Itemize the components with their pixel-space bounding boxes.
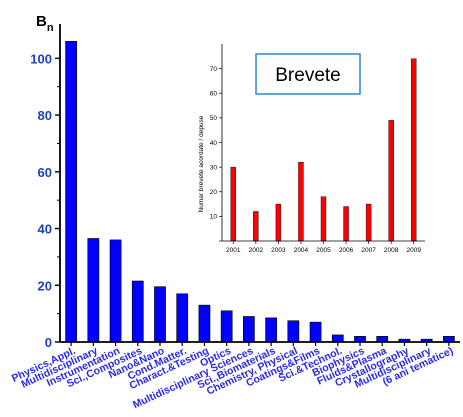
main-y-tick-label: 80 <box>38 108 52 123</box>
main-bar <box>131 280 144 343</box>
inset-x-tick-label: 2004 <box>294 247 309 254</box>
main-bar <box>198 304 211 343</box>
main-bar <box>220 310 233 343</box>
main-y-tick-label: 60 <box>38 165 52 180</box>
main-bars <box>65 41 455 343</box>
main-bar <box>243 316 255 343</box>
inset-x-tick-label: 2003 <box>271 247 286 254</box>
main-bar <box>309 321 322 343</box>
inset-x-tick-label: 2007 <box>361 247 376 254</box>
inset-bar <box>343 206 349 242</box>
main-y-tick-label: 100 <box>30 51 52 66</box>
inset-bar <box>230 166 236 242</box>
inset-y-tick-label: 70 <box>210 66 218 73</box>
main-y-tick-label: 20 <box>38 278 52 293</box>
main-y-axis-title: Bn <box>36 13 54 34</box>
main-bar <box>65 41 77 343</box>
inset-y-tick-label: 20 <box>210 189 218 196</box>
inset-y-tick-label: 60 <box>210 91 218 98</box>
inset-x-tick-label: 2006 <box>339 247 354 254</box>
main-axes <box>59 24 460 343</box>
inset-y-axis-title: Numar brevete acordate / depuse <box>198 115 205 212</box>
inset-title-box <box>255 53 361 95</box>
inset-bar <box>388 120 394 242</box>
main-y-axis-title-main: B <box>36 13 47 30</box>
inset-y-ticks: 10 20 30 40 50 60 70 <box>210 66 222 242</box>
inset-bar <box>298 161 304 242</box>
inset-x-ticks: 2001 2002 2003 2004 2005 2006 2007 2008 2009 <box>226 241 421 254</box>
inset-bar <box>365 203 372 242</box>
main-bar <box>154 286 166 343</box>
main-x-ticks: Physics,Appl.MultidisciplinaryInstrument… <box>10 342 455 411</box>
main-y-ticks: 0 20 40 60 80 100 <box>30 51 60 350</box>
main-bar <box>176 293 189 343</box>
main-y-tick-label: 0 <box>45 335 52 350</box>
inset-bar <box>320 196 327 242</box>
main-bar <box>265 317 277 343</box>
inset-title: Brevete <box>275 65 340 86</box>
main-bar <box>331 334 344 343</box>
inset-x-tick-label: 2001 <box>226 247 241 254</box>
inset-bar <box>411 58 417 242</box>
inset-bar <box>275 203 282 242</box>
main-bar <box>109 239 122 343</box>
inset-y-tick-label: 30 <box>210 164 218 171</box>
main-y-axis-title-sub: n <box>47 22 54 34</box>
inset-y-tick-label: 50 <box>210 115 218 122</box>
inset-y-tick-label: 10 <box>210 214 218 221</box>
inset-x-tick-label: 2009 <box>406 247 421 254</box>
main-bar <box>87 238 100 343</box>
main-y-tick-label: 40 <box>38 222 52 237</box>
inset-bar-chart: Brevete Numar brevete acordate / depuse … <box>198 44 425 254</box>
inset-x-tick-label: 2002 <box>249 247 264 254</box>
inset-bar <box>253 211 259 242</box>
inset-x-tick-label: 2005 <box>316 247 331 254</box>
inset-y-tick-label: 40 <box>210 140 218 147</box>
main-bar <box>287 320 300 343</box>
inset-x-tick-label: 2008 <box>384 247 399 254</box>
